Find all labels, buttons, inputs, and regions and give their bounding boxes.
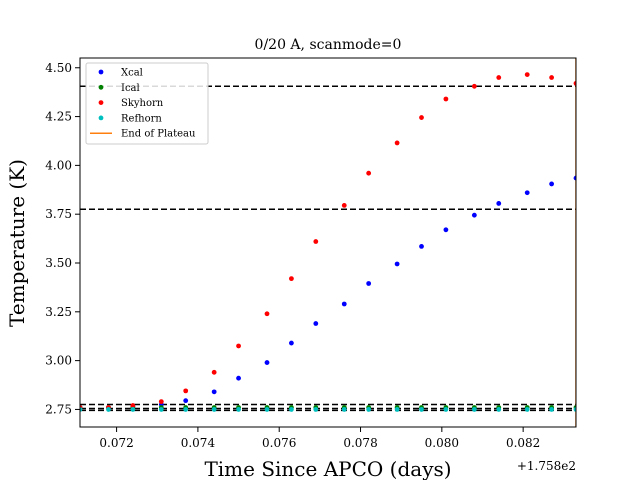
skyhorn-point	[549, 75, 555, 80]
refhorn-point	[443, 407, 449, 412]
y-tick-label: 3.75	[45, 207, 72, 221]
refhorn-point	[80, 407, 83, 412]
x-tick-label: 0.072	[99, 436, 133, 450]
y-tick-label: 3.50	[45, 256, 72, 270]
xcal-point	[419, 244, 424, 249]
y-tick-label: 4.50	[45, 61, 72, 75]
refhorn-point	[549, 407, 555, 412]
refhorn-point	[471, 407, 477, 412]
refhorn-point	[211, 407, 217, 412]
xcal-point	[183, 398, 189, 404]
skyhorn-point	[394, 140, 400, 146]
xcal-point	[313, 321, 319, 326]
skyhorn-point	[524, 72, 530, 77]
refhorn-point	[158, 407, 164, 412]
legend-marker-xcal	[98, 69, 104, 75]
x-axis-label: Time Since APCO (days)	[204, 457, 451, 480]
plot-area	[79, 57, 577, 428]
x-axis-offset-label: +1.758e2	[517, 459, 576, 473]
skyhorn-point	[573, 80, 576, 86]
xcal-point	[524, 190, 530, 196]
xcal-point	[341, 301, 347, 307]
skyhorn-point	[183, 388, 189, 394]
legend-marker-skyhorn	[98, 100, 104, 105]
skyhorn-point	[130, 403, 136, 408]
y-tick-label: 3.25	[45, 305, 72, 319]
x-axis-ticks: 0.072 0.074 0.076 0.078 0.080 0.082	[99, 427, 540, 450]
xcal-point	[549, 181, 555, 187]
legend-marker-ical	[98, 84, 104, 90]
x-tick-label: 0.074	[181, 436, 216, 450]
y-tick-label: 4.25	[45, 110, 72, 124]
xcal-point	[211, 389, 217, 395]
refhorn-point	[183, 407, 189, 412]
skyhorn-point	[443, 96, 449, 102]
xcal-point	[496, 201, 502, 206]
legend-label: Xcal	[121, 68, 143, 79]
legend: Xcal Ical Skyhorn Refhorn End of Plateau	[85, 62, 209, 145]
refhorn-point	[289, 407, 294, 412]
xcal-point	[366, 281, 372, 286]
refhorn-point	[236, 407, 241, 412]
x-tick-label: 0.076	[262, 436, 296, 450]
refhorn-point	[106, 407, 111, 412]
xcal-point	[289, 340, 294, 346]
xcal-point	[236, 375, 241, 381]
y-axis-ticks: 2.75 3.00 3.25 3.50 3.75 4.00 4.25 4.50	[45, 61, 80, 416]
refhorn-point	[130, 407, 136, 412]
legend-label: Ical	[121, 83, 140, 94]
xcal-point	[264, 360, 270, 365]
refhorn-point	[419, 407, 424, 412]
refhorn-point	[341, 407, 347, 412]
data-points	[80, 72, 576, 412]
y-tick-label: 3.00	[45, 354, 72, 368]
skyhorn-point	[211, 369, 217, 375]
refhorn-point	[394, 407, 400, 412]
xcal-point	[573, 175, 576, 181]
x-tick-label: 0.082	[506, 436, 540, 450]
chart-title: 0/20 A, scanmode=0	[255, 37, 402, 53]
xcal-point	[394, 261, 400, 267]
skyhorn-point	[313, 239, 319, 244]
y-axis-label: Temperature (K)	[5, 159, 29, 327]
skyhorn-point	[289, 276, 294, 282]
legend-marker-refhorn	[98, 115, 104, 121]
refhorn-point	[313, 407, 319, 412]
skyhorn-point	[264, 311, 270, 317]
skyhorn-point	[236, 343, 241, 349]
legend-frame	[85, 62, 209, 145]
legend-label: Skyhorn	[121, 98, 164, 109]
refhorn-point	[366, 407, 372, 412]
xcal-point	[443, 227, 449, 233]
plot-frame	[79, 57, 577, 428]
refhorn-point	[264, 407, 270, 412]
legend-label: End of Plateau	[121, 129, 196, 140]
xcal-point	[471, 212, 477, 218]
skyhorn-point	[471, 83, 477, 89]
x-tick-label: 0.080	[425, 436, 459, 450]
skyhorn-point	[496, 75, 502, 80]
refhorn-point	[524, 407, 530, 412]
skyhorn-point	[158, 399, 164, 405]
legend-label: Refhorn	[121, 113, 162, 124]
skyhorn-point	[419, 115, 424, 120]
y-tick-label: 2.75	[45, 402, 72, 416]
y-tick-label: 4.00	[45, 158, 72, 172]
refhorn-point	[496, 407, 502, 412]
skyhorn-point	[366, 170, 372, 176]
x-tick-label: 0.078	[343, 436, 377, 450]
refhorn-point	[573, 407, 576, 412]
skyhorn-point	[341, 203, 347, 208]
